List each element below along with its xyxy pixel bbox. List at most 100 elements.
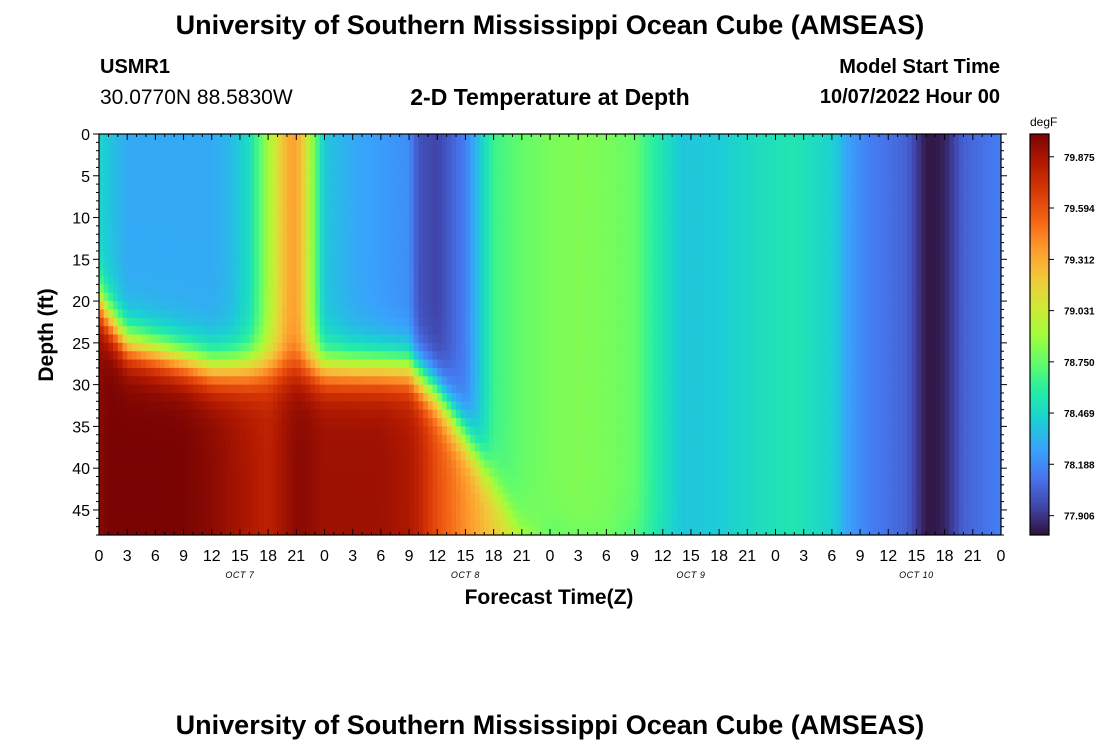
heatmap-cell xyxy=(432,225,438,235)
heatmap-cell xyxy=(535,225,542,235)
heatmap-cell xyxy=(470,217,476,227)
heatmap-cell xyxy=(399,225,405,235)
heatmap-cell xyxy=(540,292,546,302)
heatmap-cell xyxy=(493,418,499,427)
heatmap-cell xyxy=(324,292,330,302)
heatmap-cell xyxy=(136,476,142,486)
heatmap-cell xyxy=(305,142,312,152)
heatmap-cell xyxy=(296,284,302,294)
heatmap-cell xyxy=(155,317,161,327)
heatmap-cell xyxy=(423,284,429,294)
heatmap-cell xyxy=(413,242,420,252)
heatmap-cell xyxy=(399,426,405,436)
heatmap-cell xyxy=(305,309,312,319)
heatmap-cell xyxy=(432,284,438,294)
heatmap-cell xyxy=(324,367,330,377)
heatmap-cell xyxy=(409,493,415,503)
heatmap-cell xyxy=(108,459,114,469)
heatmap-cell xyxy=(343,476,349,486)
heatmap-cell xyxy=(117,476,124,486)
heatmap-cell xyxy=(376,384,382,394)
heatmap-cell xyxy=(197,242,203,252)
heatmap-cell xyxy=(550,242,556,252)
heatmap-cell xyxy=(484,309,490,319)
heatmap-cell xyxy=(418,351,424,361)
heatmap-cell xyxy=(376,367,382,377)
heatmap-cell xyxy=(582,392,589,402)
heatmap-cell xyxy=(150,292,156,302)
heatmap-cell xyxy=(568,175,575,185)
heatmap-cell xyxy=(465,509,471,519)
heatmap-cell xyxy=(333,509,340,519)
heatmap-cell xyxy=(390,184,396,194)
heatmap-cell xyxy=(545,134,551,143)
heatmap-cell xyxy=(324,509,330,519)
heatmap-cell xyxy=(531,192,537,202)
heatmap-cell xyxy=(517,392,523,402)
heatmap-cell xyxy=(254,225,260,235)
heatmap-cell xyxy=(244,250,250,260)
heatmap-cell xyxy=(258,434,265,444)
heatmap-cell xyxy=(343,367,349,377)
heatmap-cell xyxy=(211,142,218,152)
heatmap-cell xyxy=(573,367,579,377)
heatmap-cell xyxy=(108,367,114,377)
heatmap-cell xyxy=(540,518,546,528)
heatmap-cell xyxy=(178,217,185,227)
heatmap-cell xyxy=(371,276,377,285)
heatmap-cell xyxy=(526,434,532,444)
heatmap-cell xyxy=(136,192,142,202)
heatmap-cell xyxy=(535,526,542,535)
heatmap-cell xyxy=(127,292,133,302)
heatmap-cell xyxy=(554,401,560,411)
heatmap-cell xyxy=(371,509,377,519)
heatmap-cell xyxy=(286,359,293,369)
heatmap-cell xyxy=(418,326,424,336)
heatmap-cell xyxy=(113,367,119,377)
heatmap-cell xyxy=(122,217,128,227)
heatmap-cell xyxy=(174,134,180,143)
heatmap-cell xyxy=(394,317,401,327)
heatmap-cell xyxy=(498,192,504,202)
heatmap-cell xyxy=(456,501,462,511)
heatmap-cell xyxy=(136,334,142,344)
heatmap-cell xyxy=(178,192,185,202)
heatmap-cell xyxy=(474,359,481,369)
heatmap-cell xyxy=(568,142,575,152)
heatmap-cell xyxy=(362,367,368,377)
heatmap-cell xyxy=(221,392,227,402)
heatmap-cell xyxy=(582,484,589,494)
heatmap-cell xyxy=(235,451,241,461)
heatmap-cell xyxy=(197,493,203,503)
heatmap-cell xyxy=(235,509,241,519)
heatmap-cell xyxy=(324,468,330,478)
heatmap-cell xyxy=(526,317,532,327)
heatmap-cell xyxy=(343,209,349,219)
heatmap-cell xyxy=(131,376,138,386)
heatmap-cell xyxy=(286,309,293,319)
heatmap-cell xyxy=(216,484,222,494)
heatmap-cell xyxy=(333,426,340,436)
heatmap-cell xyxy=(272,276,279,285)
heatmap-cell xyxy=(235,518,241,528)
heatmap-cell xyxy=(183,184,189,194)
heatmap-cell xyxy=(409,351,415,361)
heatmap-cell xyxy=(268,367,274,377)
heatmap-cell xyxy=(366,276,373,285)
heatmap-cell xyxy=(315,484,321,494)
heatmap-cell xyxy=(441,134,448,143)
heatmap-cell xyxy=(531,509,537,519)
heatmap-cell xyxy=(221,418,227,427)
heatmap-cell xyxy=(207,459,213,469)
heatmap-cell xyxy=(432,418,438,427)
heatmap-cell xyxy=(291,217,297,227)
heatmap-cell xyxy=(192,317,199,327)
heatmap-cell xyxy=(113,159,119,169)
heatmap-cell xyxy=(535,443,542,453)
heatmap-cell xyxy=(413,326,420,336)
heatmap-cell xyxy=(221,459,227,469)
heatmap-cell xyxy=(347,225,354,235)
heatmap-cell xyxy=(145,376,152,386)
heatmap-cell xyxy=(207,276,213,285)
heatmap-cell xyxy=(319,134,326,143)
